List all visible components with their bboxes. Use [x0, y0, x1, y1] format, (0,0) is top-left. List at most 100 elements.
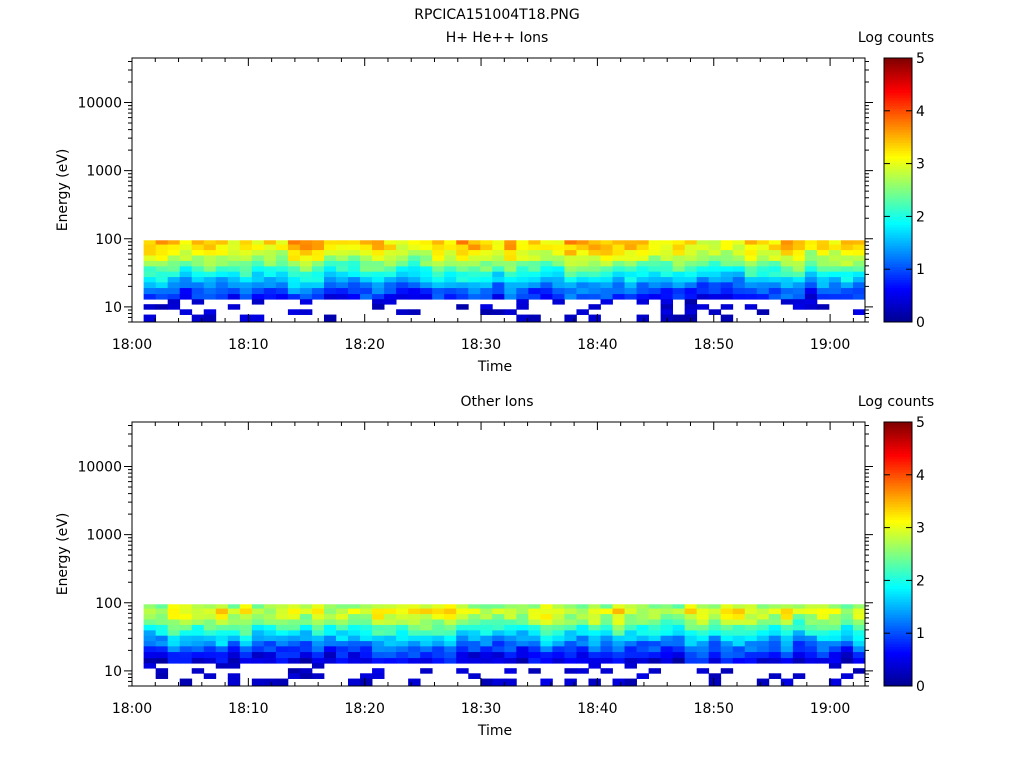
- heatmap-cell: [780, 299, 794, 305]
- heatmap-cell: [588, 624, 601, 631]
- heatmap-cell: [203, 614, 217, 620]
- heatmap-cell: [768, 260, 782, 267]
- heatmap-cell: [780, 646, 794, 653]
- heatmap-cell: [336, 240, 349, 245]
- heatmap-cell: [456, 260, 469, 267]
- heatmap-cell: [600, 668, 613, 674]
- heatmap-cell: [408, 260, 421, 267]
- x-tick-label: 19:00: [810, 701, 850, 717]
- heatmap-cell: [816, 619, 830, 626]
- heatmap-cell: [648, 255, 662, 262]
- heatmap-cell: [708, 266, 722, 273]
- heatmap-cell: [323, 658, 337, 664]
- heatmap-cell: [336, 614, 349, 620]
- heatmap-cell: [564, 652, 577, 659]
- heatmap-cell: [828, 614, 842, 620]
- heatmap-cell: [492, 240, 505, 245]
- y-axis-label: Energy (eV): [55, 513, 71, 596]
- heatmap-cell: [780, 271, 794, 278]
- colorbar-tick-label: 1: [916, 626, 925, 642]
- heatmap-cell: [203, 250, 217, 256]
- heatmap-cell: [660, 619, 674, 626]
- heatmap-cell: [287, 624, 301, 631]
- colorbar-segment: [884, 219, 912, 223]
- heatmap-cell: [311, 277, 325, 283]
- colorbar-segment: [884, 501, 912, 505]
- heatmap-cell: [143, 614, 157, 620]
- heatmap-cell: [155, 260, 169, 267]
- heatmap-cell: [828, 294, 842, 300]
- heatmap-cell: [672, 282, 686, 289]
- heatmap-cell: [732, 288, 746, 295]
- heatmap-cell: [528, 641, 541, 647]
- colorbar-segment: [884, 485, 912, 489]
- heatmap-cell: [552, 260, 565, 267]
- colorbar-segment: [884, 548, 912, 552]
- heatmap-cell: [239, 652, 253, 659]
- heatmap-cell: [299, 282, 313, 289]
- heatmap-cell: [468, 635, 481, 642]
- heatmap-cell: [840, 624, 854, 631]
- heatmap-cell: [792, 260, 806, 267]
- heatmap-cell: [744, 608, 758, 615]
- heatmap-cell: [203, 658, 217, 664]
- heatmap-cell: [456, 255, 469, 262]
- colorbar-segment: [884, 131, 912, 136]
- heatmap-cell: [792, 630, 806, 637]
- heatmap-cell: [432, 641, 445, 647]
- heatmap-cell: [311, 604, 325, 609]
- heatmap-cell: [732, 255, 746, 262]
- heatmap-cell: [660, 646, 674, 653]
- heatmap-cell: [299, 309, 313, 315]
- heatmap-cell: [756, 277, 770, 283]
- colorbar-segment: [884, 572, 912, 576]
- heatmap-cell: [323, 255, 337, 262]
- heatmap-cell: [684, 244, 698, 251]
- colorbar-segment: [884, 554, 912, 558]
- heatmap-cell: [804, 652, 818, 659]
- colorbar-segment: [884, 662, 912, 666]
- heatmap-cell: [852, 277, 866, 283]
- colorbar-segment: [884, 68, 912, 72]
- heatmap-cell: [155, 255, 169, 262]
- heatmap-cell: [540, 658, 553, 664]
- heatmap-cell: [456, 624, 469, 631]
- heatmap-cell: [648, 614, 662, 620]
- colorbar-segment: [884, 192, 912, 196]
- heatmap-cell: [275, 282, 289, 289]
- heatmap-cell: [468, 260, 481, 267]
- heatmap-cell: [708, 608, 722, 615]
- heatmap-cell: [468, 240, 481, 245]
- heatmap-cell: [660, 288, 674, 295]
- heatmap-cell: [636, 299, 649, 305]
- heatmap-cell: [311, 635, 325, 642]
- heatmap-cell: [251, 624, 265, 631]
- heatmap-cell: [251, 604, 265, 609]
- heatmap-cell: [636, 652, 649, 659]
- colorbar-segment: [884, 113, 912, 117]
- heatmap-cell: [444, 641, 457, 647]
- heatmap-cell: [840, 641, 854, 647]
- heatmap-cell: [384, 244, 397, 251]
- heatmap-cell: [444, 630, 457, 637]
- heatmap-cell: [239, 624, 253, 631]
- heatmap-cell: [444, 608, 457, 615]
- heatmap-cell: [215, 624, 229, 631]
- heatmap-cell: [624, 604, 637, 609]
- heatmap-cell: [636, 614, 649, 620]
- colorbar-segment: [884, 559, 912, 563]
- heatmap-cell: [816, 658, 830, 664]
- heatmap-cell: [456, 652, 469, 659]
- heatmap-cell: [444, 294, 457, 300]
- heatmap-cell: [696, 271, 710, 278]
- colorbar-segment: [884, 226, 912, 231]
- y-tick-label: 1000: [86, 528, 122, 544]
- heatmap-cell: [552, 244, 565, 251]
- heatmap-cell: [311, 271, 325, 278]
- heatmap-cell: [516, 255, 529, 262]
- heatmap-cell: [768, 635, 782, 642]
- heatmap-cell: [684, 240, 698, 245]
- heatmap-cell: [167, 271, 181, 278]
- heatmap-cell: [408, 282, 421, 289]
- heatmap-cell: [840, 619, 854, 626]
